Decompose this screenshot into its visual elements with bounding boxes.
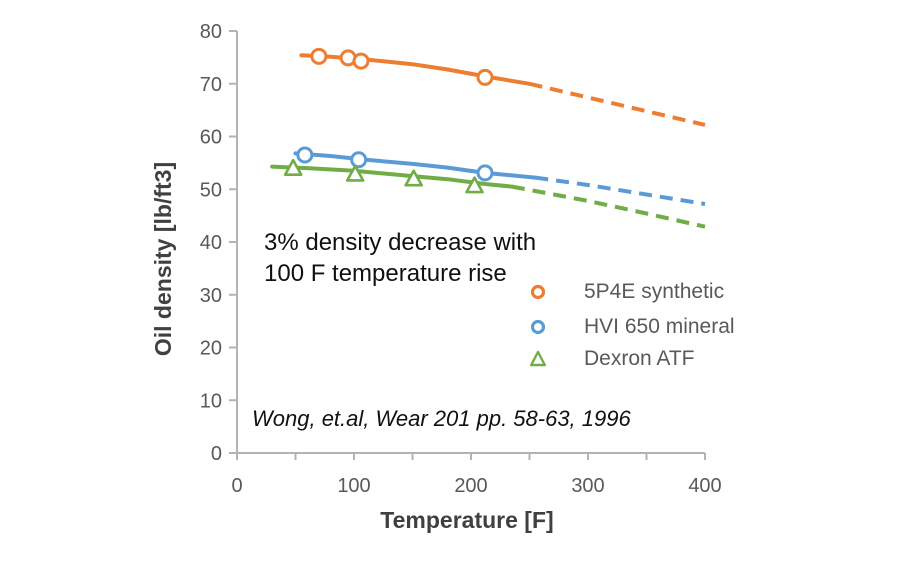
y-tick-label: 80: [200, 21, 222, 43]
x-axis-title: Temperature [F]: [380, 507, 554, 533]
data-point-circle: [352, 52, 370, 70]
series-line-dashed: [535, 175, 706, 206]
y-tick-label: 10: [200, 390, 222, 412]
y-tick-label: 50: [200, 179, 222, 201]
data-point-circle: [476, 164, 494, 182]
x-tick-label: 400: [688, 475, 721, 497]
legend-item-hvi-650-mineral: HVI 650 mineral: [528, 315, 735, 339]
y-tick-label: 30: [200, 285, 222, 307]
annotation-text: 3% density decrease with 100 F temperatu…: [264, 227, 536, 289]
series-line-dashed: [511, 184, 706, 229]
citation-text: Wong, et.al, Wear 201 pp. 58-63, 1996: [252, 406, 631, 431]
y-axis-title: Oil density [lb/ft3]: [150, 161, 176, 357]
circle-marker-icon: [530, 284, 546, 300]
annotation-line-2: 100 F temperature rise: [264, 260, 507, 287]
data-point-triangle: [283, 158, 303, 176]
data-point-triangle: [465, 176, 484, 194]
series-line-solid: [299, 53, 532, 86]
x-tick-label: 200: [454, 475, 487, 497]
data-point-circle: [350, 151, 368, 169]
triangle-marker-icon: [530, 350, 546, 367]
legend-item-label: 5P4E synthetic: [584, 280, 725, 303]
x-tick-label: 100: [337, 475, 370, 497]
data-point-triangle: [345, 164, 365, 182]
x-tick-label: 300: [571, 475, 604, 497]
y-tick-label: 20: [200, 338, 222, 360]
legend-item-label: Dexron ATF: [584, 347, 695, 370]
annotation-line-1: 3% density decrease with: [264, 229, 537, 256]
data-point-circle: [310, 47, 328, 65]
y-tick-label: 40: [200, 232, 222, 254]
data-point-circle: [476, 68, 494, 86]
legend-item-5p4e-synthetic: 5P4E synthetic: [528, 280, 724, 304]
series-line-dashed: [529, 81, 706, 127]
x-tick-label: 0: [231, 475, 242, 497]
y-tick-label: 70: [200, 74, 222, 96]
legend-item-dexron-atf: Dexron ATF: [528, 347, 694, 371]
circle-marker-icon: [530, 319, 546, 335]
y-tick-label: 60: [200, 127, 222, 149]
y-tick-label: 0: [211, 443, 222, 465]
data-point-triangle: [404, 169, 423, 187]
data-point-circle: [296, 146, 314, 164]
legend-item-label: HVI 650 mineral: [584, 315, 735, 338]
